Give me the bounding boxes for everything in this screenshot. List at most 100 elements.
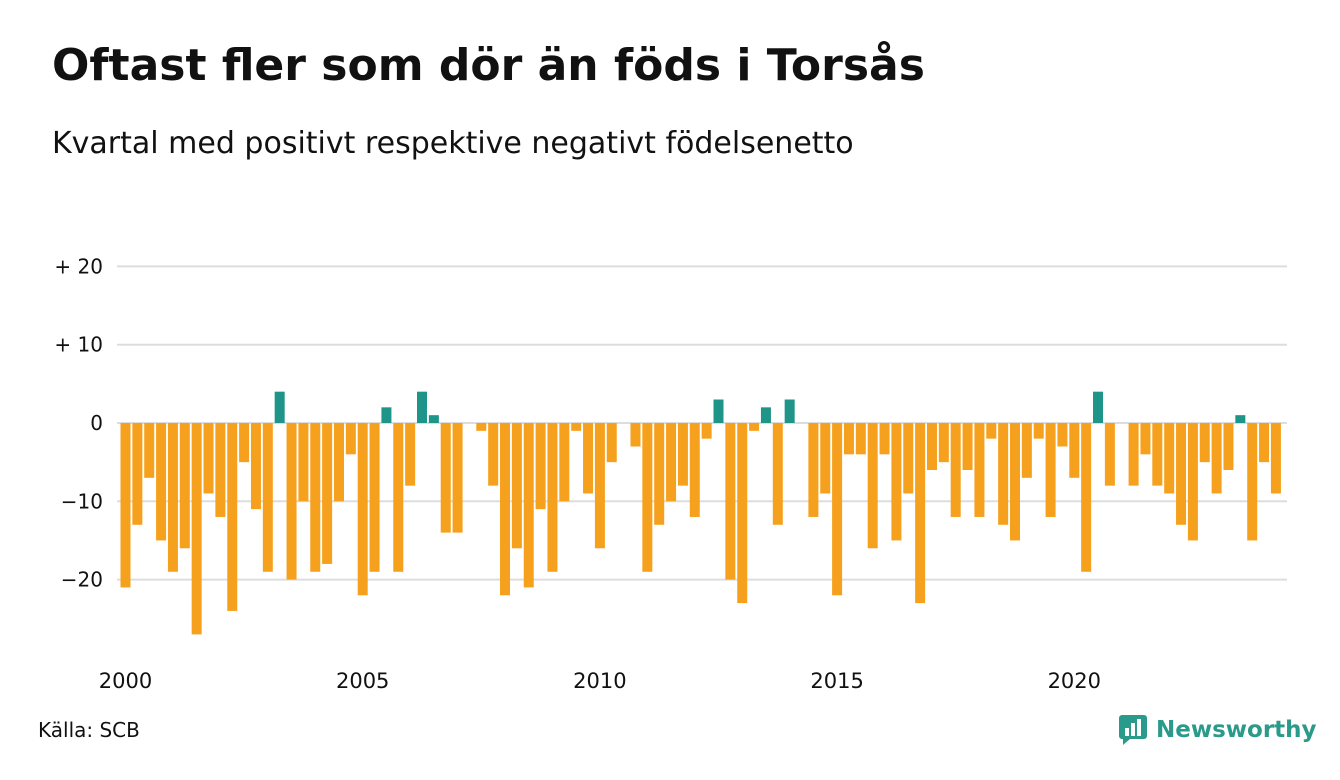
bar bbox=[476, 423, 487, 431]
bar bbox=[725, 423, 736, 580]
bar bbox=[701, 423, 712, 439]
bar bbox=[250, 423, 261, 510]
brand-logo: Newsworthy bbox=[1118, 714, 1317, 746]
source-note: Källa: SCB bbox=[38, 718, 140, 742]
brand-name: Newsworthy bbox=[1156, 717, 1317, 743]
bar bbox=[322, 423, 333, 564]
bar bbox=[286, 423, 297, 580]
bar bbox=[393, 423, 404, 572]
bar bbox=[1081, 423, 1092, 572]
bar bbox=[1176, 423, 1187, 525]
bar bbox=[642, 423, 653, 572]
bar bbox=[772, 423, 783, 525]
bar bbox=[1010, 423, 1020, 541]
bar bbox=[820, 423, 831, 494]
bar bbox=[938, 423, 949, 463]
bar bbox=[1057, 423, 1068, 447]
y-tick-label: + 10 bbox=[54, 333, 103, 357]
bar bbox=[1235, 415, 1246, 423]
bar bbox=[737, 423, 748, 604]
bar bbox=[998, 423, 1009, 525]
y-tick-label: −10 bbox=[61, 489, 103, 513]
x-tick-label: 2010 bbox=[573, 669, 626, 693]
bar bbox=[713, 399, 724, 423]
bar bbox=[262, 423, 273, 572]
bar bbox=[191, 423, 202, 635]
bar bbox=[333, 423, 344, 502]
bar bbox=[654, 423, 665, 525]
bar bbox=[381, 407, 392, 423]
bar bbox=[1021, 423, 1032, 478]
bar bbox=[843, 423, 854, 455]
bar bbox=[879, 423, 890, 455]
bar bbox=[760, 407, 771, 423]
bar bbox=[452, 423, 463, 533]
bar bbox=[357, 423, 368, 596]
bar bbox=[535, 423, 546, 510]
bar bbox=[1270, 423, 1281, 494]
bar bbox=[488, 423, 499, 486]
bar bbox=[986, 423, 997, 439]
bar bbox=[1152, 423, 1163, 486]
bar bbox=[274, 391, 285, 423]
bar bbox=[749, 423, 760, 431]
bar-chart: + 20 + 10 0 −10 −20 2000 2005 2010 2015 2020 bbox=[54, 254, 1287, 693]
bar bbox=[167, 423, 178, 572]
bar bbox=[428, 415, 439, 423]
bar bbox=[559, 423, 570, 502]
bar bbox=[298, 423, 309, 502]
x-tick-label: 2015 bbox=[810, 669, 863, 693]
bar bbox=[808, 423, 819, 517]
newsworthy-logo-icon bbox=[1119, 715, 1147, 745]
bar bbox=[606, 423, 617, 463]
bar bbox=[891, 423, 902, 541]
x-tick-label: 2020 bbox=[1048, 669, 1101, 693]
x-tick-label: 2005 bbox=[336, 669, 389, 693]
y-tick-label: + 20 bbox=[54, 254, 103, 278]
bar bbox=[677, 423, 688, 486]
bar bbox=[1247, 423, 1258, 541]
bar bbox=[1033, 423, 1044, 439]
bar bbox=[1045, 423, 1056, 517]
bar bbox=[950, 423, 961, 517]
bar bbox=[594, 423, 605, 549]
bar bbox=[547, 423, 558, 572]
bar bbox=[417, 391, 427, 423]
bar bbox=[855, 423, 866, 455]
bar bbox=[227, 423, 238, 611]
bar bbox=[867, 423, 878, 549]
bar bbox=[1128, 423, 1139, 486]
x-tick-label: 2000 bbox=[99, 669, 152, 693]
chart-subtitle: Kvartal med positivt respektive negativt… bbox=[52, 126, 854, 161]
bar bbox=[369, 423, 380, 572]
bar bbox=[1104, 423, 1115, 486]
bar bbox=[500, 423, 511, 596]
bar bbox=[915, 423, 926, 604]
bar bbox=[144, 423, 155, 478]
y-tick-label: −20 bbox=[61, 568, 103, 592]
bar bbox=[345, 423, 356, 455]
bar bbox=[203, 423, 214, 494]
bar bbox=[571, 423, 582, 431]
y-tick-label: 0 bbox=[90, 411, 103, 435]
bar bbox=[974, 423, 985, 517]
bar bbox=[179, 423, 190, 549]
bar bbox=[784, 399, 795, 423]
bar bbox=[630, 423, 641, 447]
bar bbox=[962, 423, 973, 470]
bar bbox=[523, 423, 534, 588]
bar bbox=[132, 423, 143, 525]
bar bbox=[239, 423, 250, 463]
bar bbox=[405, 423, 416, 486]
chart-title: Oftast fler som dör än föds i Torsås bbox=[52, 40, 925, 91]
bar bbox=[1223, 423, 1234, 470]
bar bbox=[832, 423, 843, 596]
bar bbox=[1164, 423, 1175, 494]
bar bbox=[156, 423, 167, 541]
bar bbox=[120, 423, 131, 588]
bar bbox=[511, 423, 522, 549]
bar bbox=[1259, 423, 1270, 463]
bar bbox=[310, 423, 321, 572]
bar bbox=[1069, 423, 1080, 478]
bar bbox=[903, 423, 914, 494]
